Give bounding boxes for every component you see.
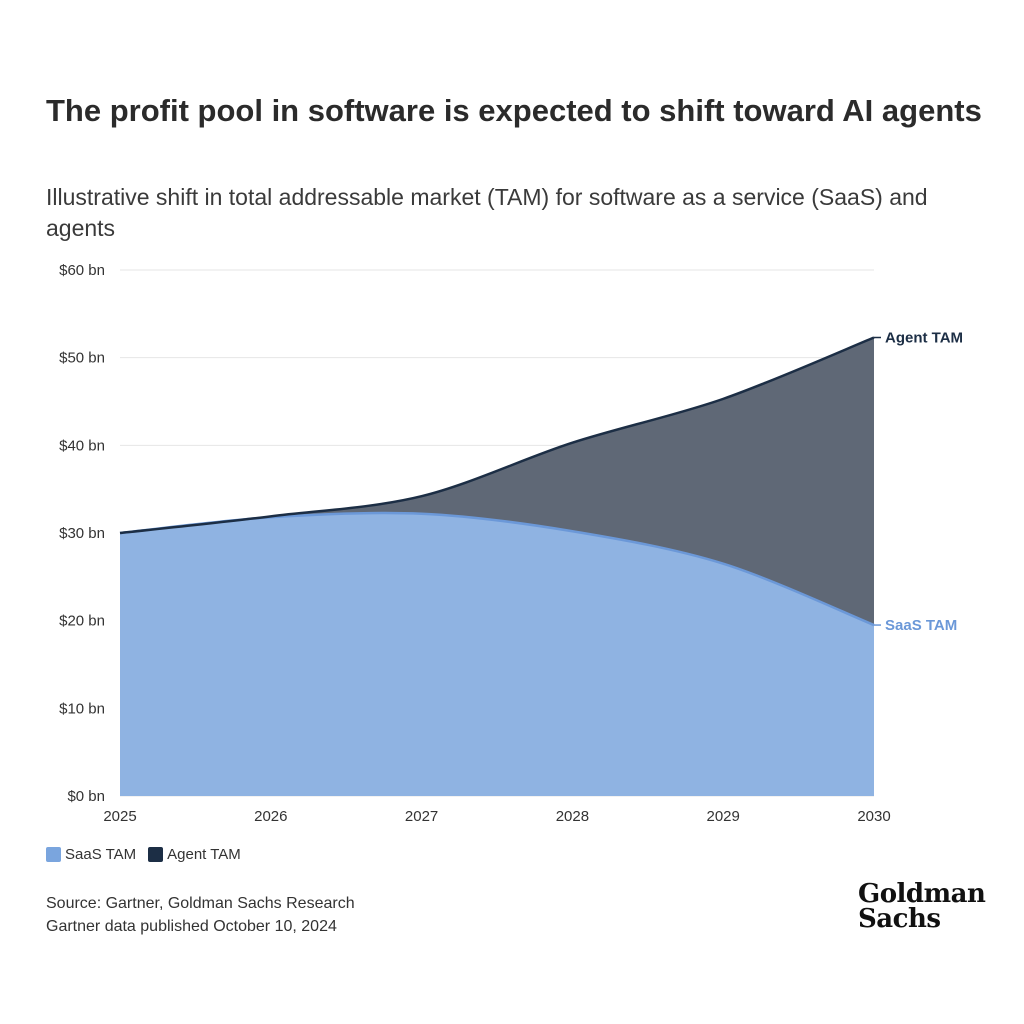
y-tick-label: $40 bn [59,437,105,454]
x-tick-label: 2026 [254,808,287,825]
chart-subtitle: Illustrative shift in total addressable … [46,184,928,241]
source-note: Source: Gartner, Goldman Sachs Research … [46,892,355,938]
legend: SaaS TAM Agent TAM [46,846,253,863]
y-tick-label: $20 bn [59,613,105,630]
y-tick-label: $50 bn [59,350,105,367]
legend-item-agent: Agent TAM [148,846,241,863]
saas-tam-end-label: SaaS TAM [885,617,957,634]
y-tick-label: $60 bn [59,262,105,279]
logo-line-1: Goldman [858,879,986,909]
area-layer [119,336,881,796]
x-tick-label: 2028 [556,808,589,825]
x-tick-label: 2027 [405,808,438,825]
logo-line-2: Sachs [858,904,941,934]
legend-swatch-agent [148,847,164,862]
saas-tam-area [120,512,874,796]
x-tick-label: 2030 [857,808,890,825]
chart-title: The profit pool in software is expected … [46,93,982,128]
y-tick-label: $0 bn [67,788,105,805]
legend-label-saas: SaaS TAM [65,846,137,863]
x-tick-label: 2025 [103,808,136,825]
agent-tam-line [119,336,875,535]
legend-label-agent: Agent TAM [167,846,241,863]
agent-tam-end-label: Agent TAM [885,330,963,347]
source-line-2: Gartner data published October 10, 2024 [46,918,337,935]
axis-labels: $0 bn $10 bn $20 bn $30 bn $40 bn $50 bn $60 b… [59,262,963,825]
source-line-1: Source: Gartner, Goldman Sachs Research [46,895,355,912]
goldman-sachs-logo: Goldman Sachs [858,879,986,934]
legend-swatch-saas [46,847,61,862]
y-tick-label: $10 bn [59,700,105,717]
x-tick-label: 2029 [707,808,740,825]
legend-item-saas: SaaS TAM [46,846,136,863]
y-tick-label: $30 bn [59,525,105,542]
